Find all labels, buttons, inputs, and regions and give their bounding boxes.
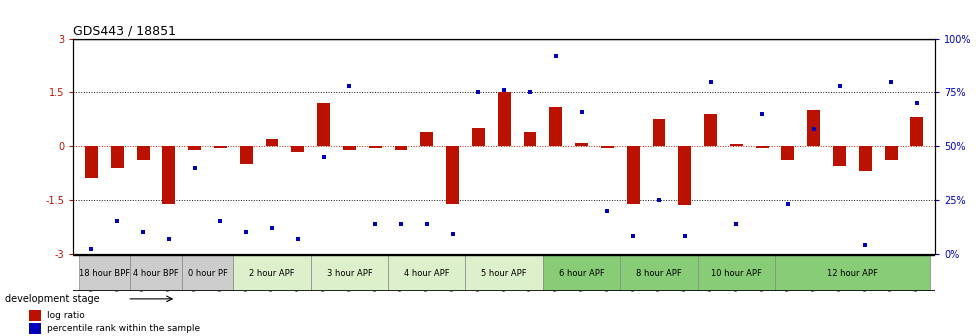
Point xyxy=(728,221,743,226)
Bar xyxy=(387,255,465,291)
Point xyxy=(444,232,460,237)
Bar xyxy=(214,146,227,148)
Point xyxy=(650,197,666,203)
Point xyxy=(393,221,409,226)
Point xyxy=(521,90,537,95)
Point xyxy=(470,90,486,95)
Bar xyxy=(703,114,716,146)
Point xyxy=(857,242,872,248)
Point xyxy=(135,229,151,235)
Bar xyxy=(884,146,897,161)
Point xyxy=(264,225,280,230)
Bar xyxy=(188,146,200,150)
Text: 4 hour APF: 4 hour APF xyxy=(404,268,449,278)
Text: development stage: development stage xyxy=(5,294,100,304)
Bar xyxy=(394,146,407,150)
Bar xyxy=(130,255,182,291)
Point xyxy=(496,88,511,93)
Bar xyxy=(858,146,870,171)
Bar xyxy=(910,118,922,146)
Point xyxy=(212,219,228,224)
Point xyxy=(160,236,176,241)
Bar xyxy=(730,144,742,146)
Bar xyxy=(369,146,381,148)
Bar xyxy=(807,110,820,146)
Bar xyxy=(240,146,252,164)
Bar xyxy=(697,255,775,291)
Bar xyxy=(780,146,793,161)
Point xyxy=(239,229,254,235)
Bar xyxy=(497,92,511,146)
Bar xyxy=(832,146,845,166)
Bar xyxy=(755,146,768,148)
Text: 0 hour PF: 0 hour PF xyxy=(188,268,227,278)
Text: 5 hour APF: 5 hour APF xyxy=(481,268,526,278)
Point xyxy=(316,154,332,160)
Bar xyxy=(574,142,588,146)
Text: percentile rank within the sample: percentile rank within the sample xyxy=(47,324,200,333)
Bar xyxy=(29,323,41,334)
Bar xyxy=(420,132,433,146)
Bar xyxy=(78,255,130,291)
Text: 12 hour APF: 12 hour APF xyxy=(826,268,877,278)
Bar xyxy=(549,107,561,146)
Bar xyxy=(137,146,150,161)
Point xyxy=(882,79,898,84)
Bar xyxy=(471,128,484,146)
Text: GDS443 / 18851: GDS443 / 18851 xyxy=(73,25,176,38)
Point xyxy=(367,221,382,226)
Bar xyxy=(465,255,543,291)
Text: 3 hour APF: 3 hour APF xyxy=(327,268,372,278)
Bar xyxy=(85,146,98,178)
Bar xyxy=(162,146,175,204)
Bar xyxy=(111,146,123,168)
Text: 2 hour APF: 2 hour APF xyxy=(249,268,294,278)
Point xyxy=(909,100,924,106)
Bar xyxy=(523,132,536,146)
Bar xyxy=(600,146,613,148)
Point xyxy=(599,208,614,213)
Point xyxy=(625,234,641,239)
Text: 6 hour APF: 6 hour APF xyxy=(558,268,603,278)
Point xyxy=(419,221,434,226)
Point xyxy=(83,247,99,252)
Bar xyxy=(182,255,233,291)
Point xyxy=(341,83,357,89)
Point xyxy=(110,219,125,224)
Bar xyxy=(29,310,41,321)
Point xyxy=(548,53,563,58)
Text: 8 hour APF: 8 hour APF xyxy=(636,268,681,278)
Text: 4 hour BPF: 4 hour BPF xyxy=(133,268,179,278)
Bar xyxy=(620,255,697,291)
Bar xyxy=(310,255,387,291)
Text: 18 hour BPF: 18 hour BPF xyxy=(79,268,130,278)
Point xyxy=(805,126,821,132)
Point xyxy=(753,111,769,117)
Bar xyxy=(543,255,620,291)
Bar xyxy=(775,255,929,291)
Bar xyxy=(233,255,310,291)
Point xyxy=(779,202,795,207)
Point xyxy=(702,79,718,84)
Bar xyxy=(678,146,690,205)
Point xyxy=(187,165,202,170)
Point xyxy=(573,109,589,115)
Bar xyxy=(446,146,459,204)
Point xyxy=(289,236,305,241)
Bar xyxy=(291,146,304,152)
Point xyxy=(676,234,691,239)
Bar xyxy=(265,139,278,146)
Point xyxy=(831,83,847,89)
Bar xyxy=(317,103,330,146)
Bar xyxy=(342,146,356,150)
Text: 10 hour APF: 10 hour APF xyxy=(710,268,761,278)
Text: log ratio: log ratio xyxy=(47,311,85,320)
Bar xyxy=(651,119,665,146)
Bar xyxy=(626,146,639,204)
